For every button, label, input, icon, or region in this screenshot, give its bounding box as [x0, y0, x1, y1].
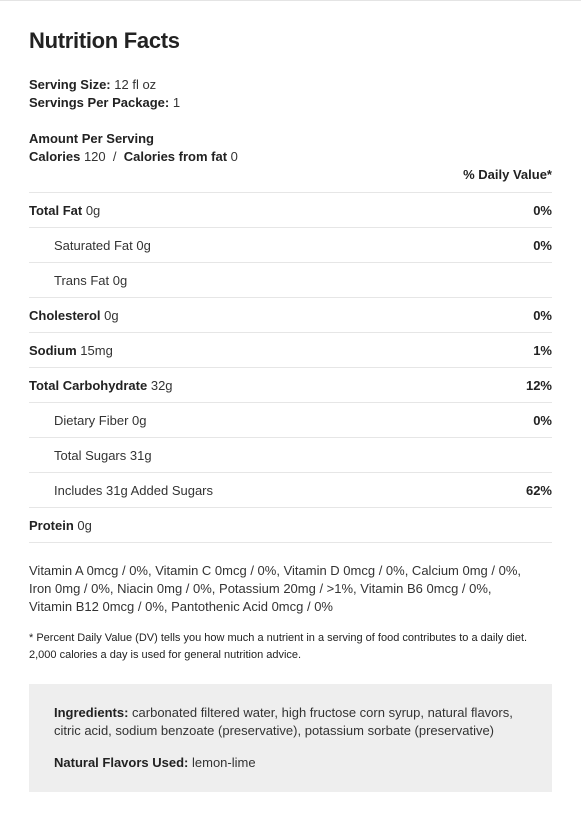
serving-size-value: 12 fl oz [114, 77, 157, 92]
nutrient-label: Total Sugars 31g [29, 448, 152, 463]
natural-flavors-label: Natural Flavors Used: [54, 755, 189, 770]
nutrient-row-dietary-fiber: Dietary Fiber 0g 0% [29, 402, 552, 437]
footnote-line-1: * Percent Daily Value (DV) tells you how… [29, 632, 528, 644]
serving-size: Serving Size: 12 fl oz [29, 76, 156, 94]
nutrient-name: Total Carbohydrate [29, 377, 148, 393]
nutrient-label: Protein 0g [29, 518, 92, 533]
calories-from-fat-label: Calories from fat [123, 149, 228, 164]
nutrient-dv: 0% [533, 412, 552, 428]
servings-per-package-label: Servings Per Package: [29, 95, 170, 110]
calories-label: Calories [29, 149, 81, 164]
nutrient-dv: 1% [533, 342, 552, 358]
nutrient-dv: 62% [525, 482, 552, 498]
nutrient-label: Includes 31g Added Sugars [29, 483, 213, 498]
serving-size-label: Serving Size: [29, 77, 111, 92]
calories-separator: / [112, 149, 117, 164]
vitamins-line-2: Iron 0mg / 0%, Niacin 0mg / 0%, Potassiu… [29, 581, 492, 596]
nutrient-row-cholesterol: Cholesterol 0g 0% [29, 297, 552, 332]
ingredients-label: Ingredients: [54, 705, 129, 720]
nutrient-amount: 0g [85, 202, 101, 218]
nutrient-label: Dietary Fiber 0g [29, 413, 147, 428]
nutrient-amount: 0g [104, 307, 119, 323]
nutrient-label: Sodium 15mg [29, 343, 113, 358]
nutrient-dv: 12% [525, 377, 552, 393]
vitamins-minerals: Vitamin A 0mcg / 0%, Vitamin C 0mcg / 0%… [29, 562, 552, 616]
ingredients-text: carbonated filtered water, high fructose… [54, 705, 513, 738]
nutrient-row-trans-fat: Trans Fat 0g [29, 262, 552, 297]
nutrient-amount: 0g [112, 272, 128, 288]
footnote-line-2: 2,000 calories a day is used for general… [29, 649, 302, 661]
nutrient-name: Cholesterol [29, 307, 101, 323]
nutrient-name: Trans Fat [54, 272, 110, 288]
calories-from-fat-value: 0 [230, 149, 238, 164]
nutrient-amount: 15mg [80, 342, 113, 358]
daily-value-footnote: * Percent Daily Value (DV) tells you how… [29, 630, 552, 664]
nutrient-row-protein: Protein 0g [29, 507, 552, 543]
nutrient-dv: 0% [533, 307, 552, 323]
nutrient-row-total-carbohydrate: Total Carbohydrate 32g 12% [29, 367, 552, 402]
nutrient-row-total-sugars: Total Sugars 31g [29, 437, 552, 472]
servings-per-package: Servings Per Package: 1 [29, 94, 180, 112]
nutrient-label: Total Carbohydrate 32g [29, 378, 173, 393]
page-title: Nutrition Facts [29, 28, 180, 53]
nutrient-name: Sodium [29, 342, 77, 358]
nutrient-table: Total Fat 0g 0% Saturated Fat 0g 0% Tran… [29, 192, 552, 543]
nutrient-label: Cholesterol 0g [29, 308, 119, 323]
vitamins-line-1: Vitamin A 0mcg / 0%, Vitamin C 0mcg / 0%… [29, 563, 522, 578]
nutrient-dv: 0% [533, 202, 552, 218]
ingredients-box: Ingredients: carbonated filtered water, … [29, 684, 552, 792]
nutrient-amount: 0g [77, 517, 92, 533]
top-divider [0, 0, 581, 1]
nutrient-row-added-sugars: Includes 31g Added Sugars 62% [29, 472, 552, 507]
nutrient-row-saturated-fat: Saturated Fat 0g 0% [29, 227, 552, 262]
nutrient-amount: 31g [129, 447, 152, 463]
nutrient-amount: 32g [150, 377, 173, 393]
nutrient-label: Total Fat 0g [29, 203, 100, 218]
nutrient-name: Total Fat [29, 202, 83, 218]
nutrient-dv: 0% [533, 237, 552, 253]
nutrient-name: Protein [29, 517, 74, 533]
nutrient-label: Saturated Fat 0g [29, 238, 151, 253]
nutrient-name: Saturated Fat [54, 237, 133, 253]
natural-flavors: Natural Flavors Used: lemon-lime [54, 754, 256, 772]
amount-per-serving: Amount Per Serving [29, 131, 154, 146]
natural-flavors-value: lemon-lime [192, 755, 256, 770]
ingredients: Ingredients: carbonated filtered water, … [54, 704, 524, 740]
nutrient-name: Total Sugars [54, 447, 127, 463]
nutrient-row-sodium: Sodium 15mg 1% [29, 332, 552, 367]
calories-value: 120 [83, 149, 106, 164]
servings-per-package-value: 1 [172, 95, 181, 110]
nutrient-name: Includes 31g Added Sugars [54, 482, 214, 498]
nutrient-row-total-fat: Total Fat 0g 0% [29, 192, 552, 227]
daily-value-header: % Daily Value* [463, 167, 552, 182]
nutrient-name: Dietary Fiber [54, 412, 129, 428]
nutrient-amount: 0g [136, 237, 151, 253]
nutrient-label: Trans Fat 0g [29, 273, 127, 288]
calories-line: Calories 120 / Calories from fat 0 [29, 148, 238, 166]
nutrient-amount: 0g [132, 412, 147, 428]
vitamins-line-3: Vitamin B12 0mcg / 0%, Pantothenic Acid … [29, 599, 333, 614]
